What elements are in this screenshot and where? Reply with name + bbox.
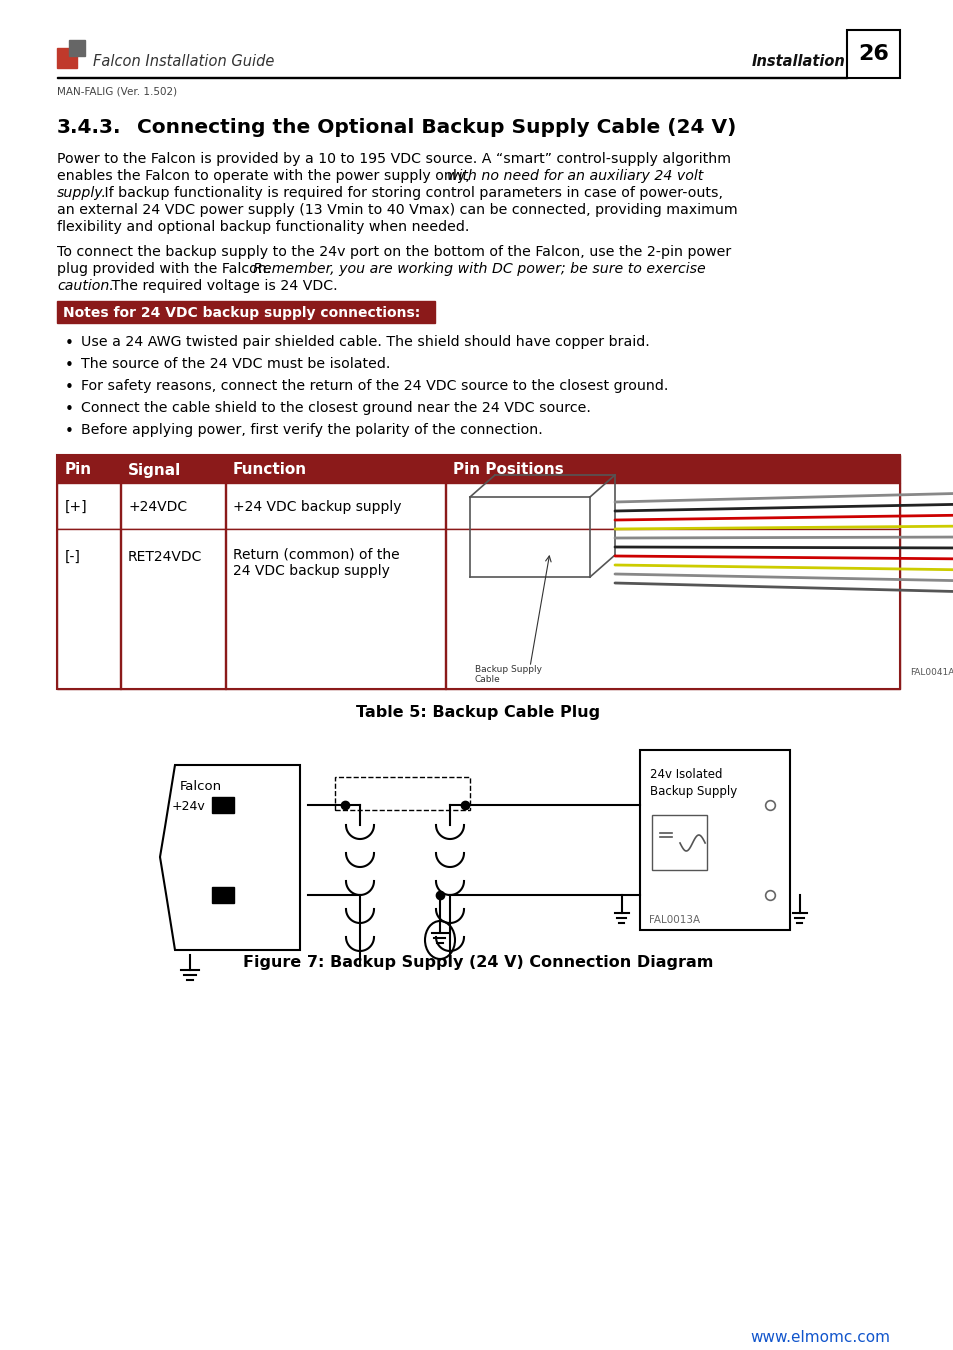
Text: RET24VDC: RET24VDC	[128, 549, 202, 564]
Text: Power to the Falcon is provided by a 10 to 195 VDC source. A “smart” control-sup: Power to the Falcon is provided by a 10 …	[57, 153, 730, 166]
Text: Before applying power, first verify the polarity of the connection.: Before applying power, first verify the …	[81, 423, 542, 437]
Bar	[69, 40, 85, 55]
Text: flexibility and optional backup functionality when needed.: flexibility and optional backup function…	[57, 220, 469, 234]
Bar	[212, 887, 233, 903]
Text: Backup Supply
Cable: Backup Supply Cable	[475, 666, 541, 684]
Bar	[639, 751, 789, 930]
Text: Notes for 24 VDC backup supply connections:: Notes for 24 VDC backup supply connectio…	[63, 306, 420, 320]
Text: Signal: Signal	[128, 463, 181, 478]
Text: •: •	[65, 358, 73, 373]
Text: an external 24 VDC power supply (13 Vmin to 40 Vmax) can be connected, providing: an external 24 VDC power supply (13 Vmin…	[57, 202, 737, 217]
Bar	[651, 815, 706, 869]
Bar	[57, 529, 899, 688]
Bar	[212, 796, 233, 813]
Bar	[57, 455, 899, 688]
Text: Remember, you are working with DC power; be sure to exercise: Remember, you are working with DC power;…	[253, 262, 705, 275]
Text: 26: 26	[858, 45, 888, 63]
Bar	[57, 301, 435, 323]
Text: •: •	[65, 336, 73, 351]
Text: 24 VDC backup supply: 24 VDC backup supply	[233, 564, 390, 578]
Text: caution.: caution.	[57, 279, 113, 293]
Text: Pin Positions: Pin Positions	[453, 463, 563, 478]
Bar	[444, 483, 446, 688]
Bar	[335, 778, 470, 810]
Text: •: •	[65, 379, 73, 396]
Bar	[57, 483, 899, 529]
Text: Table 5: Backup Cable Plug: Table 5: Backup Cable Plug	[356, 705, 600, 720]
Text: The required voltage is 24 VDC.: The required voltage is 24 VDC.	[107, 279, 337, 293]
Text: enables the Falcon to operate with the power supply only,: enables the Falcon to operate with the p…	[57, 169, 474, 184]
Text: •: •	[65, 402, 73, 417]
Text: Falcon Installation Guide: Falcon Installation Guide	[92, 54, 274, 69]
Text: www.elmomc.com: www.elmomc.com	[749, 1330, 889, 1345]
Text: 3.4.3.: 3.4.3.	[57, 117, 121, 136]
Text: plug provided with the Falcon.: plug provided with the Falcon.	[57, 262, 275, 275]
Text: To connect the backup supply to the 24v port on the bottom of the Falcon, use th: To connect the backup supply to the 24v …	[57, 244, 731, 259]
Text: Use a 24 AWG twisted pair shielded cable. The shield should have copper braid.: Use a 24 AWG twisted pair shielded cable…	[81, 335, 649, 350]
Text: with no need for an auxiliary 24 volt: with no need for an auxiliary 24 volt	[447, 169, 702, 184]
Bar	[120, 483, 121, 688]
Text: Return (common) of the: Return (common) of the	[233, 547, 399, 562]
Text: The source of the 24 VDC must be isolated.: The source of the 24 VDC must be isolate…	[81, 356, 390, 371]
Text: Installation: Installation	[750, 54, 844, 69]
Text: supply.: supply.	[57, 186, 107, 200]
Bar	[57, 455, 899, 483]
Text: FAL0041A: FAL0041A	[910, 668, 953, 676]
Bar	[225, 483, 226, 688]
Text: +24 VDC backup supply: +24 VDC backup supply	[233, 500, 401, 514]
Text: Pin: Pin	[65, 463, 92, 478]
Text: •: •	[65, 424, 73, 439]
Text: If backup functionality is required for storing control parameters in case of po: If backup functionality is required for …	[100, 186, 722, 200]
Text: FAL0013A: FAL0013A	[649, 915, 700, 925]
Text: For safety reasons, connect the return of the 24 VDC source to the closest groun: For safety reasons, connect the return o…	[81, 379, 668, 393]
Text: Figure 7: Backup Supply (24 V) Connection Diagram: Figure 7: Backup Supply (24 V) Connectio…	[243, 954, 713, 971]
Text: [-]: [-]	[65, 549, 81, 564]
Text: +24v: +24v	[172, 799, 206, 813]
Text: Connect the cable shield to the closest ground near the 24 VDC source.: Connect the cable shield to the closest …	[81, 401, 590, 414]
Text: 24v Isolated
Backup Supply: 24v Isolated Backup Supply	[649, 768, 737, 798]
Bar	[57, 49, 77, 68]
Bar	[846, 30, 899, 78]
Text: [+]: [+]	[65, 500, 88, 514]
Text: +24VDC: +24VDC	[128, 500, 187, 514]
Text: Connecting the Optional Backup Supply Cable (24 V): Connecting the Optional Backup Supply Ca…	[137, 117, 736, 136]
Text: MAN-FALIG (Ver. 1.502): MAN-FALIG (Ver. 1.502)	[57, 86, 177, 96]
Text: Function: Function	[233, 463, 307, 478]
Text: Falcon: Falcon	[180, 780, 222, 792]
